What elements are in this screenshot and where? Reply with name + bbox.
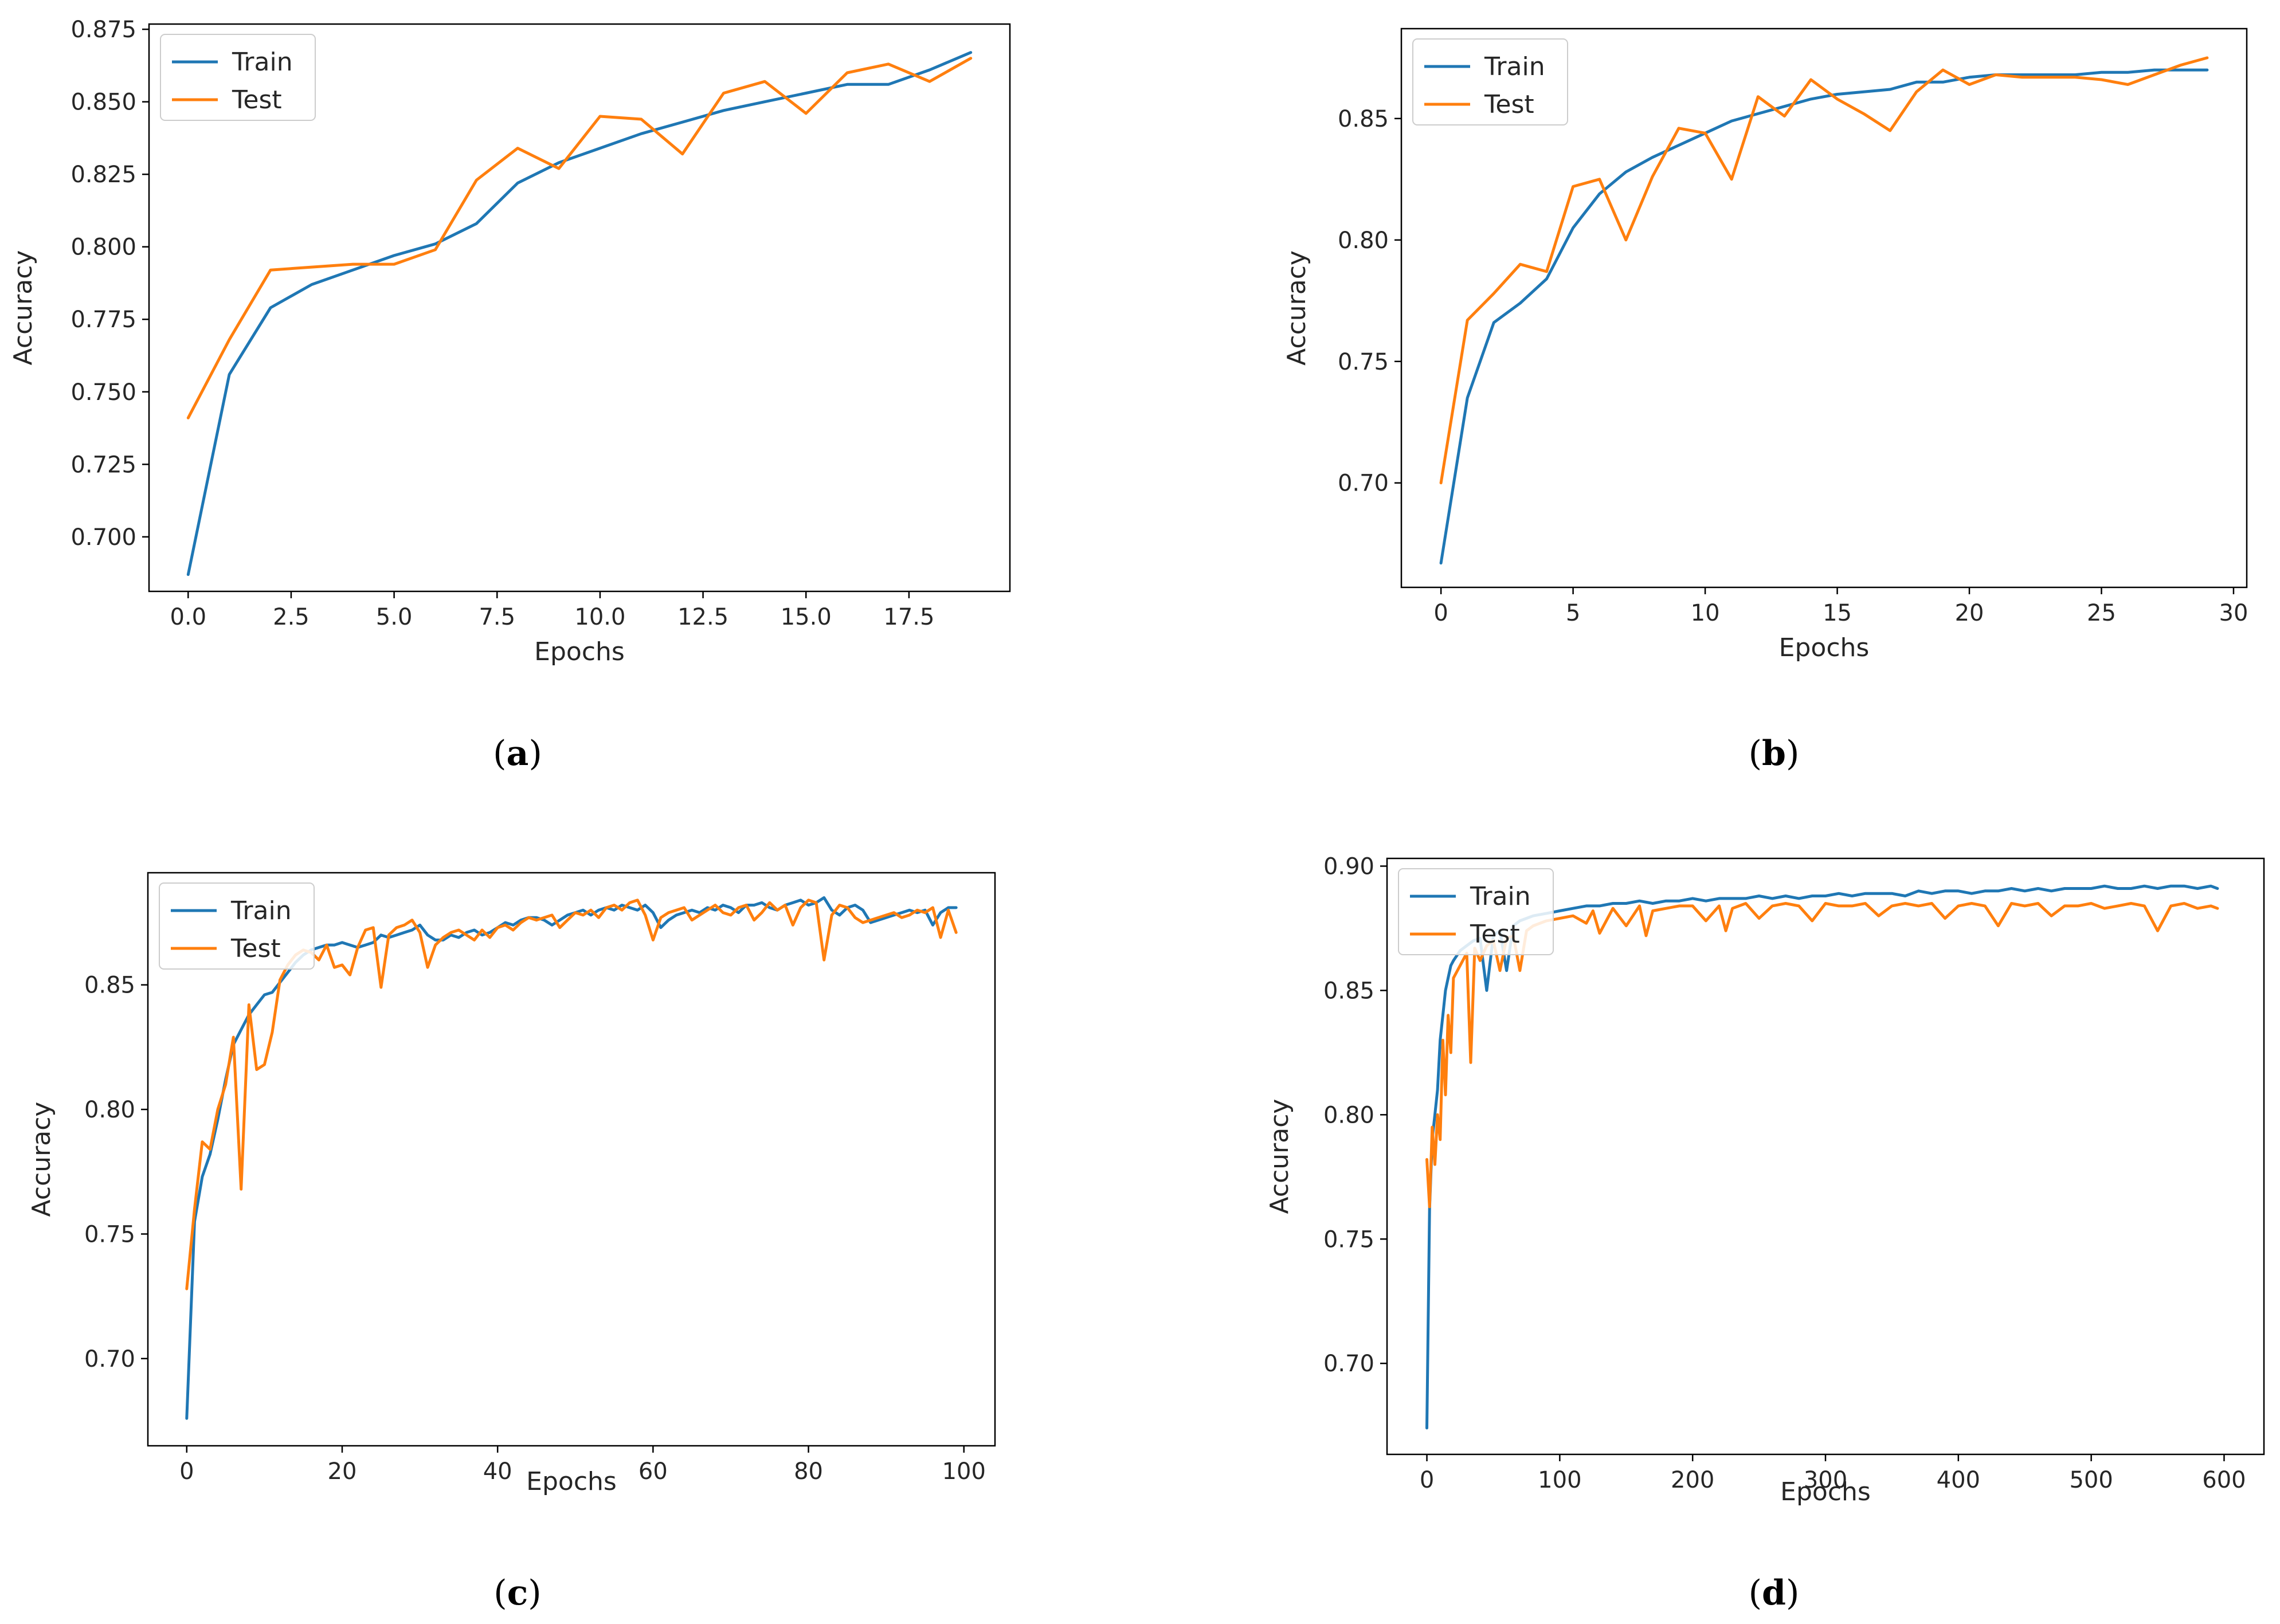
y-axis-label: Accuracy xyxy=(1282,250,1311,366)
y-tick-label: 0.90 xyxy=(1323,853,1374,880)
legend-label-train: Train xyxy=(230,896,292,925)
x-tick-label: 0 xyxy=(179,1458,194,1485)
y-tick-label: 0.850 xyxy=(70,89,136,116)
x-tick-label: 60 xyxy=(638,1458,668,1485)
x-axis-label: Epochs xyxy=(1780,1477,1871,1507)
panel-caption-letter: d xyxy=(1762,1573,1786,1613)
legend-label-test: Test xyxy=(1484,90,1534,119)
y-tick-label: 0.80 xyxy=(84,1097,135,1123)
x-tick-label: 10.0 xyxy=(574,604,625,630)
y-tick-label: 0.80 xyxy=(1338,227,1389,254)
series-line-test xyxy=(1425,902,2219,1209)
series-line-test xyxy=(186,57,973,419)
legend-label-test: Test xyxy=(232,85,282,115)
chart-d: 0 100 200 300 400 500 600 0.70 0.75 0.80 0.85 0.90 E… xyxy=(1265,853,2265,1613)
legend: Train Test xyxy=(1398,868,1554,955)
x-tick-label: 5.0 xyxy=(376,604,413,630)
axes-frame xyxy=(147,872,996,1447)
x-tick-label: 600 xyxy=(2202,1467,2246,1493)
x-axis-label: Epochs xyxy=(526,1467,617,1496)
x-tick-label: 17.5 xyxy=(883,604,934,630)
y-tick-label: 0.800 xyxy=(70,234,136,261)
x-axis-label: Epochs xyxy=(1779,633,1870,662)
y-tick-label: 0.85 xyxy=(84,972,135,999)
x-tick-label: 15.0 xyxy=(781,604,832,630)
chart-a: 0.0 2.5 5.0 7.5 10.0 12.5 15.0 17.5 0.700 0.725 0.… xyxy=(9,17,1011,774)
x-tick-label: 40 xyxy=(483,1458,512,1485)
chart-c: 0 20 40 60 80 100 0.70 0.75 0.80 0.85 Epochs Accura… xyxy=(27,872,996,1613)
y-axis-label: Accuracy xyxy=(27,1102,56,1217)
series-line-train xyxy=(1439,68,2209,565)
panel-caption: (c) xyxy=(493,1573,541,1613)
axes-frame xyxy=(1400,28,2248,589)
series-line-test xyxy=(185,899,958,1290)
y-tick-label: 0.75 xyxy=(1338,349,1389,375)
x-tick-label: 0 xyxy=(1433,600,1448,626)
x-tick-label: 0 xyxy=(1420,1467,1434,1493)
plot-area xyxy=(186,51,973,576)
y-tick-label: 0.725 xyxy=(70,452,136,478)
x-tick-label: 5 xyxy=(1566,600,1580,626)
x-tick-label: 100 xyxy=(942,1458,986,1485)
plot-area xyxy=(1439,56,2209,565)
y-tick-label: 0.775 xyxy=(70,307,136,333)
y-tick-label: 0.85 xyxy=(1323,978,1374,1004)
x-axis-label: Epochs xyxy=(534,637,625,666)
series-line-train xyxy=(186,51,973,576)
legend: Train Test xyxy=(159,882,315,970)
x-tick-label: 400 xyxy=(1937,1467,1980,1493)
y-tick-label: 0.700 xyxy=(70,524,136,551)
panel-caption: (a) xyxy=(493,733,542,774)
y-axis-label: Accuracy xyxy=(9,250,38,366)
x-tick-label: 300 xyxy=(1804,1467,1847,1493)
y-tick-label: 0.825 xyxy=(70,162,136,188)
y-tick-label: 0.75 xyxy=(1323,1226,1374,1253)
y-tick-label: 0.875 xyxy=(70,17,136,43)
chart-b: 0 5 10 15 20 25 30 0.70 0.75 0.80 0.85 Epochs Accura… xyxy=(1282,28,2248,774)
x-tick-label: 2.5 xyxy=(273,604,310,630)
y-axis-label: Accuracy xyxy=(1265,1099,1294,1214)
axes-frame xyxy=(148,23,1011,593)
x-tick-label: 100 xyxy=(1538,1467,1581,1493)
y-tick-label: 0.70 xyxy=(84,1346,135,1372)
legend-label-test: Test xyxy=(1470,920,1520,949)
x-tick-label: 12.5 xyxy=(677,604,728,630)
x-tick-label: 10 xyxy=(1691,600,1720,626)
panel-caption-letter: b xyxy=(1762,733,1786,774)
y-tick-label: 0.70 xyxy=(1323,1351,1374,1377)
legend: Train Test xyxy=(160,34,316,121)
y-tick-label: 0.70 xyxy=(1338,470,1389,497)
plot-area xyxy=(185,896,958,1420)
legend-label-train: Train xyxy=(1470,882,1531,911)
x-tick-label: 80 xyxy=(794,1458,823,1485)
panel-caption: (d) xyxy=(1749,1573,1800,1613)
y-tick-label: 0.75 xyxy=(84,1221,135,1248)
panel-caption: (b) xyxy=(1749,733,1800,774)
series-line-train xyxy=(185,896,958,1420)
x-tick-label: 0.0 xyxy=(170,604,206,630)
y-tick-label: 0.85 xyxy=(1338,106,1389,132)
legend-label-test: Test xyxy=(230,934,281,963)
x-tick-label: 500 xyxy=(2069,1467,2113,1493)
x-tick-label: 15 xyxy=(1823,600,1852,626)
x-tick-label: 7.5 xyxy=(479,604,515,630)
legend: Train Test xyxy=(1412,38,1568,125)
x-tick-label: 30 xyxy=(2219,600,2248,626)
y-tick-label: 0.750 xyxy=(70,379,136,406)
panel-caption-letter: c xyxy=(507,1573,528,1613)
series-line-test xyxy=(1439,56,2209,485)
x-tick-label: 20 xyxy=(328,1458,357,1485)
x-tick-label: 200 xyxy=(1671,1467,1714,1493)
y-tick-label: 0.80 xyxy=(1323,1102,1374,1128)
x-tick-label: 25 xyxy=(2087,600,2116,626)
panel-caption-letter: a xyxy=(507,733,529,774)
legend-label-train: Train xyxy=(1484,52,1545,81)
x-tick-label: 20 xyxy=(1955,600,1984,626)
legend-label-train: Train xyxy=(232,48,293,77)
